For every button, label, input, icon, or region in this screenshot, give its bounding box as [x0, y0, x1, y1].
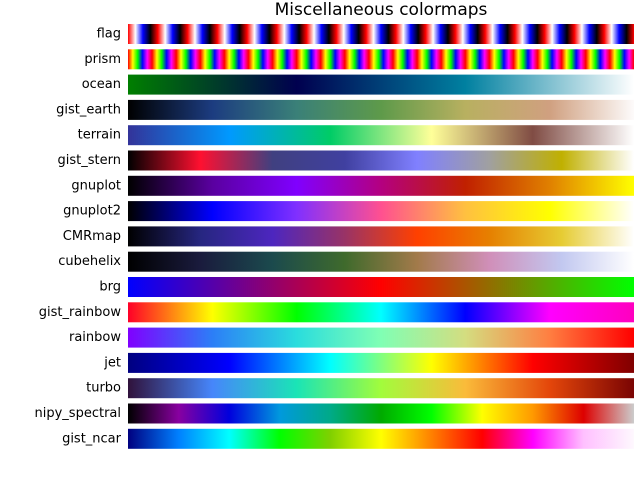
- colormap-label: flag: [97, 27, 121, 42]
- colormap-label: ocean: [82, 77, 121, 92]
- colormap-bar: [128, 352, 634, 373]
- colormap-label: gist_ncar: [62, 431, 122, 446]
- colormap-bar: [128, 125, 634, 146]
- colormap-label: brg: [99, 280, 121, 295]
- colormap-bar: [128, 99, 634, 120]
- colormap-bar: [128, 327, 634, 348]
- colormap-label: CMRmap: [63, 229, 121, 244]
- colormap-label: gist_rainbow: [39, 305, 122, 320]
- colormap-label: cubehelix: [58, 254, 121, 269]
- colormap-bar: [128, 74, 634, 95]
- colormap-bar: [128, 226, 634, 247]
- colormap-label: jet: [103, 355, 121, 370]
- colormap-label: gnuplot: [71, 178, 121, 193]
- colormap-label: gist_earth: [56, 102, 121, 117]
- colormap-bar: [128, 150, 634, 171]
- colormap-label: turbo: [86, 381, 121, 396]
- colormap-label: prism: [84, 52, 121, 67]
- colormap-bar: [128, 378, 634, 399]
- colormap-label: rainbow: [69, 330, 121, 345]
- colormap-bar: [128, 403, 634, 424]
- colormap-bar: [128, 302, 634, 323]
- colormap-label: terrain: [78, 128, 121, 143]
- colormap-bar: [128, 24, 634, 44]
- colormap-bar: [128, 49, 634, 70]
- colormap-label: nipy_spectral: [35, 406, 122, 421]
- colormap-bar: [128, 251, 634, 272]
- colormap-bar: [128, 277, 634, 297]
- colormap-bar: [128, 175, 634, 196]
- colormap-bar: [128, 428, 634, 449]
- colormap-bar: [128, 201, 634, 222]
- colormap-label: gnuplot2: [63, 204, 121, 219]
- colormap-label: gist_stern: [58, 153, 121, 168]
- chart-title: Miscellaneous colormaps: [275, 0, 488, 20]
